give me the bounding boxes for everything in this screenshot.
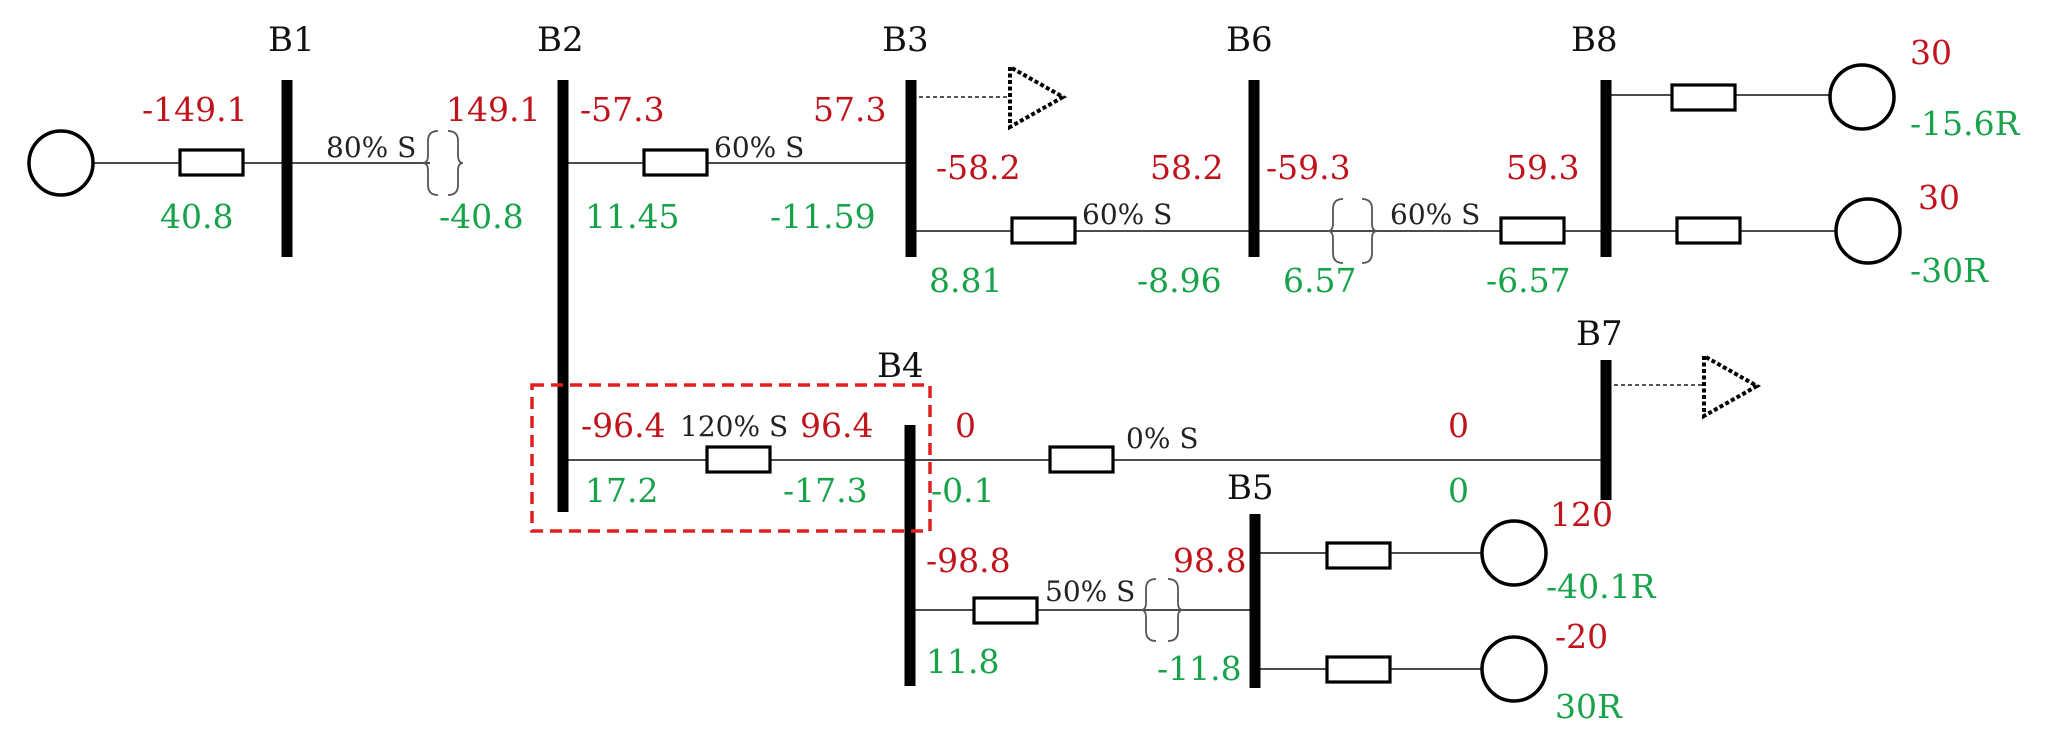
flow-p-b3-to-b6: -58.2 xyxy=(936,148,1021,187)
loading-b3-b6: 60% S xyxy=(1082,198,1172,231)
flow-p-b2-from-b1: 149.1 xyxy=(446,90,540,129)
impedance-b8-gen-bottom xyxy=(1675,216,1742,245)
impedance-b2-b4 xyxy=(705,445,772,474)
flow-p-b2-to-b3: -57.3 xyxy=(580,90,665,129)
flow-p-b6-to-b8: -59.3 xyxy=(1266,148,1351,187)
reactive-power-flows: 40.8 -40.8 11.45 -11.59 8.81 -8.96 6.57 … xyxy=(160,197,1571,688)
flow-p-b8-from-b6: 59.3 xyxy=(1506,148,1579,187)
flow-q-b6-to-b8: 6.57 xyxy=(1283,261,1356,300)
flow-p-b6-from-b3: 58.2 xyxy=(1150,148,1223,187)
flow-p-b4-from-b2: 96.4 xyxy=(800,406,873,445)
impedance-b3-b6 xyxy=(1010,216,1077,245)
bus-bars xyxy=(281,80,1612,688)
loading-b6-b8: 60% S xyxy=(1390,198,1480,231)
loading-b1-b2: 80% S xyxy=(326,131,416,164)
flow-p-b7-from-b4: 0 xyxy=(1448,406,1469,445)
gen-b8-top-p: 30 xyxy=(1910,33,1952,72)
generator-b8-top-icon xyxy=(1828,63,1896,131)
gen-b8-bottom-q: -30R xyxy=(1910,251,1989,290)
brace-symbols xyxy=(422,130,1378,642)
flow-q-b5-from-b4: -11.8 xyxy=(1157,649,1242,688)
bus-label-b8: B8 xyxy=(1571,20,1618,60)
flow-q-b6-from-b3: -8.96 xyxy=(1137,261,1222,300)
brace-b4-b5-left xyxy=(1140,578,1157,642)
bus-label-b2: B2 xyxy=(537,20,584,60)
line-impedances xyxy=(178,83,1742,684)
flow-q-b2-to-b4: 17.2 xyxy=(585,471,658,510)
loads xyxy=(1008,63,1762,420)
impedance-gen-b1 xyxy=(178,148,245,177)
generator-outputs: 30 -15.6R 30 -30R 120 -40.1R -20 30R xyxy=(1546,33,2021,726)
brace-b4-b5-right xyxy=(1167,578,1184,642)
loading-b4-b7: 0% S xyxy=(1126,422,1199,455)
impedance-b5-gen-bottom xyxy=(1325,655,1392,684)
flow-q-b2-from-b1: -40.8 xyxy=(439,197,524,236)
load-b7-icon xyxy=(1702,352,1762,420)
impedance-b6-b8 xyxy=(1499,216,1566,245)
loading-b4-b5: 50% S xyxy=(1045,575,1135,608)
flow-p-b2-to-b4: -96.4 xyxy=(581,406,666,445)
flow-q-gen-b1: 40.8 xyxy=(160,197,233,236)
bus-label-b7: B7 xyxy=(1576,314,1623,354)
load-b3-icon xyxy=(1008,63,1068,131)
brace-b1-b2-left xyxy=(422,130,439,196)
generator-b5-bottom-icon xyxy=(1480,635,1548,703)
brace-b1-b2-right xyxy=(447,130,464,196)
gen-b5-top-q: -40.1R xyxy=(1546,567,1657,606)
overload-highlight-box xyxy=(530,383,932,533)
generator-b8-bottom-icon xyxy=(1834,197,1902,265)
impedance-b4-b7 xyxy=(1048,445,1115,474)
impedance-b5-gen-top xyxy=(1325,541,1392,570)
flow-p-b4-to-b5: -98.8 xyxy=(926,541,1011,580)
active-power-flows: -149.1 149.1 -57.3 57.3 -58.2 58.2 -59.3… xyxy=(142,90,1579,580)
bus-labels: B1 B2 B3 B6 B8 B4 B7 B5 xyxy=(268,20,1623,508)
generator-b1-icon xyxy=(27,129,95,197)
flow-p-gen-b1: -149.1 xyxy=(142,90,248,129)
gen-b5-top-p: 120 xyxy=(1550,495,1613,534)
bus-label-b4: B4 xyxy=(877,346,924,386)
generator-b5-top-icon xyxy=(1480,519,1548,587)
impedance-b2-b3 xyxy=(642,148,709,177)
gen-b5-bottom-q: 30R xyxy=(1555,687,1623,726)
bus-label-b1: B1 xyxy=(268,20,315,60)
flow-q-b8-from-b6: -6.57 xyxy=(1486,261,1571,300)
bus-label-b5: B5 xyxy=(1227,468,1274,508)
impedance-b8-gen-top xyxy=(1670,83,1737,112)
loading-b2-b4: 120% S xyxy=(680,410,788,443)
line-loadings: 80% S 60% S 60% S 60% S 120% S 0% S 50% … xyxy=(326,131,1480,608)
bus-label-b6: B6 xyxy=(1226,20,1273,60)
flow-q-b4-from-b2: -17.3 xyxy=(783,471,868,510)
loading-b2-b3: 60% S xyxy=(714,131,804,164)
flow-q-b7-from-b4: 0 xyxy=(1448,471,1469,510)
impedance-b4-b5 xyxy=(972,596,1039,625)
flow-q-b3-from-b2: -11.59 xyxy=(770,197,876,236)
gen-b5-bottom-p: -20 xyxy=(1555,617,1608,656)
flow-q-b4-to-b5: 11.8 xyxy=(926,642,999,681)
generators xyxy=(27,63,1902,703)
flow-q-b2-to-b3: 11.45 xyxy=(585,197,679,236)
flow-q-b4-to-b7: -0.1 xyxy=(931,471,995,510)
flow-p-b3-from-b2: 57.3 xyxy=(813,90,886,129)
bus-label-b3: B3 xyxy=(882,20,929,60)
flow-q-b3-to-b6: 8.81 xyxy=(929,261,1002,300)
gen-b8-bottom-p: 30 xyxy=(1918,178,1960,217)
brace-b6-b8-left xyxy=(1327,198,1344,264)
gen-b8-top-q: -15.6R xyxy=(1910,104,2021,143)
flow-p-b4-to-b7: 0 xyxy=(955,406,976,445)
flow-p-b5-from-b4: 98.8 xyxy=(1173,541,1246,580)
brace-b6-b8-right xyxy=(1361,198,1378,264)
